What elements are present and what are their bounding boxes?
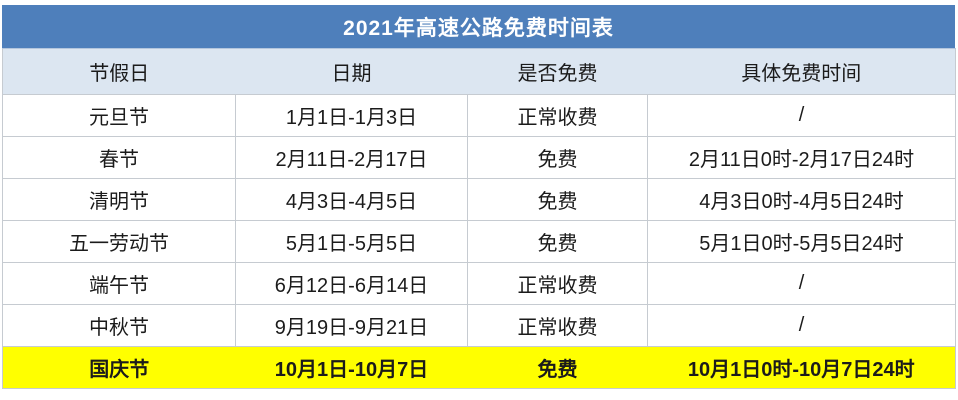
- cell-free-time: 4月3日0时-4月5日24时: [647, 178, 956, 221]
- column-header-free-time: 具体免费时间: [647, 48, 956, 95]
- cell-free-time: /: [647, 304, 956, 347]
- cell-free: 正常收费: [467, 262, 648, 305]
- cell-date: 10月1日-10月7日: [235, 346, 468, 389]
- cell-holiday: 春节: [2, 136, 236, 179]
- cell-date: 1月1日-1月3日: [235, 94, 468, 137]
- cell-free: 免费: [467, 178, 648, 221]
- cell-holiday: 国庆节: [2, 346, 236, 389]
- cell-holiday: 元旦节: [2, 94, 236, 137]
- cell-free-time: 5月1日0时-5月5日24时: [647, 220, 956, 263]
- column-header-date: 日期: [235, 48, 468, 95]
- header-row: 节假日 日期 是否免费 具体免费时间: [2, 48, 956, 95]
- cell-free: 免费: [467, 136, 648, 179]
- table-row: 清明节 4月3日-4月5日 免费 4月3日0时-4月5日24时: [2, 178, 956, 221]
- cell-free-time: 2月11日0时-2月17日24时: [647, 136, 956, 179]
- cell-free-time: /: [647, 262, 956, 305]
- table-row: 五一劳动节 5月1日-5月5日 免费 5月1日0时-5月5日24时: [2, 220, 956, 263]
- cell-date: 2月11日-2月17日: [235, 136, 468, 179]
- table-row: 端午节 6月12日-6月14日 正常收费 /: [2, 262, 956, 305]
- toll-free-schedule-table: 节假日 日期 是否免费 具体免费时间 元旦节 1月1日-1月3日 正常收费 / …: [2, 48, 956, 389]
- table-row-highlighted: 国庆节 10月1日-10月7日 免费 10月1日0时-10月7日24时: [2, 346, 956, 389]
- table-row: 春节 2月11日-2月17日 免费 2月11日0时-2月17日24时: [2, 136, 956, 179]
- cell-holiday: 端午节: [2, 262, 236, 305]
- toll-free-schedule-sheet: 2021年高速公路免费时间表 节假日 日期 是否免费 具体免费时间 元旦节 1月…: [2, 5, 956, 389]
- cell-date: 9月19日-9月21日: [235, 304, 468, 347]
- cell-date: 4月3日-4月5日: [235, 178, 468, 221]
- cell-free-time: /: [647, 94, 956, 137]
- cell-holiday: 五一劳动节: [2, 220, 236, 263]
- page-title: 2021年高速公路免费时间表: [2, 5, 955, 48]
- table-row: 中秋节 9月19日-9月21日 正常收费 /: [2, 304, 956, 347]
- cell-date: 6月12日-6月14日: [235, 262, 468, 305]
- cell-free: 正常收费: [467, 304, 648, 347]
- cell-free-time: 10月1日0时-10月7日24时: [647, 346, 956, 389]
- column-header-holiday: 节假日: [2, 48, 236, 95]
- cell-holiday: 清明节: [2, 178, 236, 221]
- cell-date: 5月1日-5月5日: [235, 220, 468, 263]
- cell-free: 免费: [467, 346, 648, 389]
- table-row: 元旦节 1月1日-1月3日 正常收费 /: [2, 94, 956, 137]
- cell-free: 免费: [467, 220, 648, 263]
- column-header-free: 是否免费: [467, 48, 648, 95]
- cell-holiday: 中秋节: [2, 304, 236, 347]
- cell-free: 正常收费: [467, 94, 648, 137]
- page-title-text: 2021年高速公路免费时间表: [343, 16, 614, 40]
